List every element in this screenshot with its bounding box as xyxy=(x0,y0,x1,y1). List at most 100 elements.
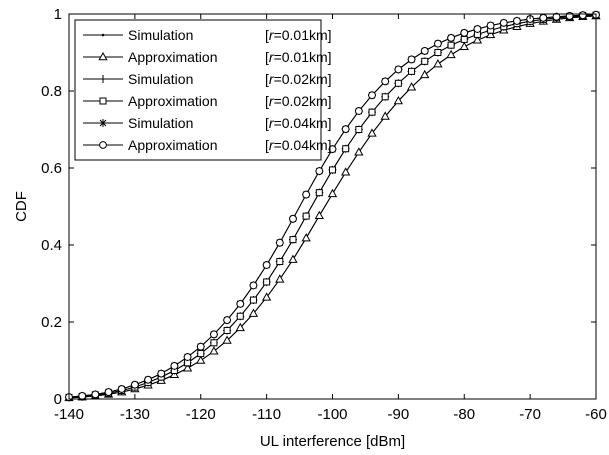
data-point xyxy=(289,236,297,244)
x-tick-label: -100 xyxy=(317,406,347,423)
data-point xyxy=(578,11,587,20)
data-point xyxy=(381,77,390,86)
data-point xyxy=(196,355,206,364)
data-point xyxy=(196,342,205,351)
data-point xyxy=(276,258,284,266)
data-point xyxy=(446,49,456,59)
data-point xyxy=(209,346,219,355)
x-tick-label: -120 xyxy=(186,406,216,423)
data-point xyxy=(262,261,271,269)
data-point xyxy=(341,125,350,134)
data-point xyxy=(420,47,429,55)
legend-label: Simulation xyxy=(128,71,193,87)
data-point xyxy=(552,12,561,21)
legend-radius: [r=0.01km] xyxy=(265,27,332,43)
legend-marker xyxy=(99,75,107,83)
data-point xyxy=(236,300,245,308)
data-point xyxy=(406,82,417,91)
data-point xyxy=(182,363,193,372)
data-point xyxy=(434,39,442,48)
axes: -140 -130 -120 -110 -100 -90 -80 -70 -60 0 0.2 0.4 0… xyxy=(41,6,607,423)
data-point xyxy=(342,145,350,153)
x-tick-label: -90 xyxy=(388,406,410,423)
data-point xyxy=(261,292,272,301)
x-tick-label: -60 xyxy=(585,406,607,423)
data-point xyxy=(236,312,244,320)
data-point xyxy=(249,296,257,304)
x-tick-label: -130 xyxy=(120,406,150,423)
legend-entry-2: Approximation [r=0.01km] xyxy=(83,49,332,65)
y-tick-label: 0 xyxy=(54,391,62,408)
data-point xyxy=(381,93,389,101)
data-point xyxy=(183,353,192,361)
x-tick-label: -70 xyxy=(519,406,541,423)
data-point xyxy=(263,278,271,286)
data-point xyxy=(235,322,245,332)
legend-entry-4: Approximation [r=0.02km] xyxy=(83,93,332,109)
data-point xyxy=(394,79,402,87)
legend-label: Simulation xyxy=(128,27,193,43)
data-point xyxy=(210,330,218,339)
y-tick-label: 0.6 xyxy=(41,160,62,177)
legend-label: Approximation xyxy=(128,93,218,109)
data-point xyxy=(460,35,468,43)
data-point xyxy=(302,212,310,220)
data-point xyxy=(248,308,259,317)
legend-entry-3: Simulation [r=0.02km] xyxy=(83,71,332,87)
legend-marker xyxy=(99,119,107,127)
data-point xyxy=(275,274,285,283)
legend-marker xyxy=(99,97,107,105)
data-point xyxy=(78,392,87,400)
data-point xyxy=(329,166,336,174)
legend-label: Simulation xyxy=(128,115,193,131)
y-axis-label: CDF xyxy=(13,191,30,222)
legend-entry-5: Simulation [r=0.04km] xyxy=(83,115,332,131)
data-point xyxy=(328,145,337,154)
legend-box xyxy=(74,19,322,161)
data-point xyxy=(289,214,297,223)
y-tick-label: 0.2 xyxy=(41,314,62,331)
legend-radius: [r=0.02km] xyxy=(265,93,332,109)
legend-radius: [r=0.04km] xyxy=(265,137,332,153)
data-point xyxy=(210,339,218,347)
legend-radius: [r=0.01km] xyxy=(265,49,332,65)
x-axis-label: UL interference [dBm] xyxy=(260,433,405,450)
data-point xyxy=(472,35,483,44)
legend-marker xyxy=(98,51,108,61)
data-point xyxy=(223,326,231,334)
data-point xyxy=(367,128,377,137)
legend-entry-6: Approximation [r=0.04km] xyxy=(83,137,332,153)
data-point xyxy=(223,316,232,324)
y-tick-label: 0.4 xyxy=(41,237,62,254)
data-point xyxy=(447,41,455,49)
data-point xyxy=(275,238,284,247)
data-point xyxy=(394,65,403,74)
data-point xyxy=(197,350,205,358)
data-point xyxy=(354,107,363,115)
data-point xyxy=(354,147,364,156)
data-point xyxy=(341,167,351,176)
data-point xyxy=(393,95,404,105)
data-point xyxy=(499,18,508,27)
data-point xyxy=(302,190,311,199)
data-point xyxy=(249,281,258,290)
data-point xyxy=(485,29,496,39)
legend-label: Approximation xyxy=(128,49,218,65)
data-point xyxy=(433,59,443,68)
data-point xyxy=(368,108,376,116)
data-point xyxy=(130,380,139,389)
legend-label: Approximation xyxy=(128,137,218,153)
data-point xyxy=(473,25,482,33)
data-point xyxy=(170,361,179,370)
legend-radius: [r=0.02km] xyxy=(265,71,332,87)
x-tick-label: -110 xyxy=(252,406,281,423)
data-point xyxy=(407,55,416,64)
data-point xyxy=(144,375,152,384)
y-tick-label: 1 xyxy=(54,6,62,23)
data-point xyxy=(420,69,430,79)
y-tick-label: 0.8 xyxy=(41,83,62,100)
legend: Simulation [r=0.01km] Approximation [r=0.01… xyxy=(74,19,332,161)
legend-entry-1: Simulation [r=0.01km] xyxy=(83,27,332,43)
data-point xyxy=(157,369,166,378)
data-point xyxy=(447,33,455,42)
